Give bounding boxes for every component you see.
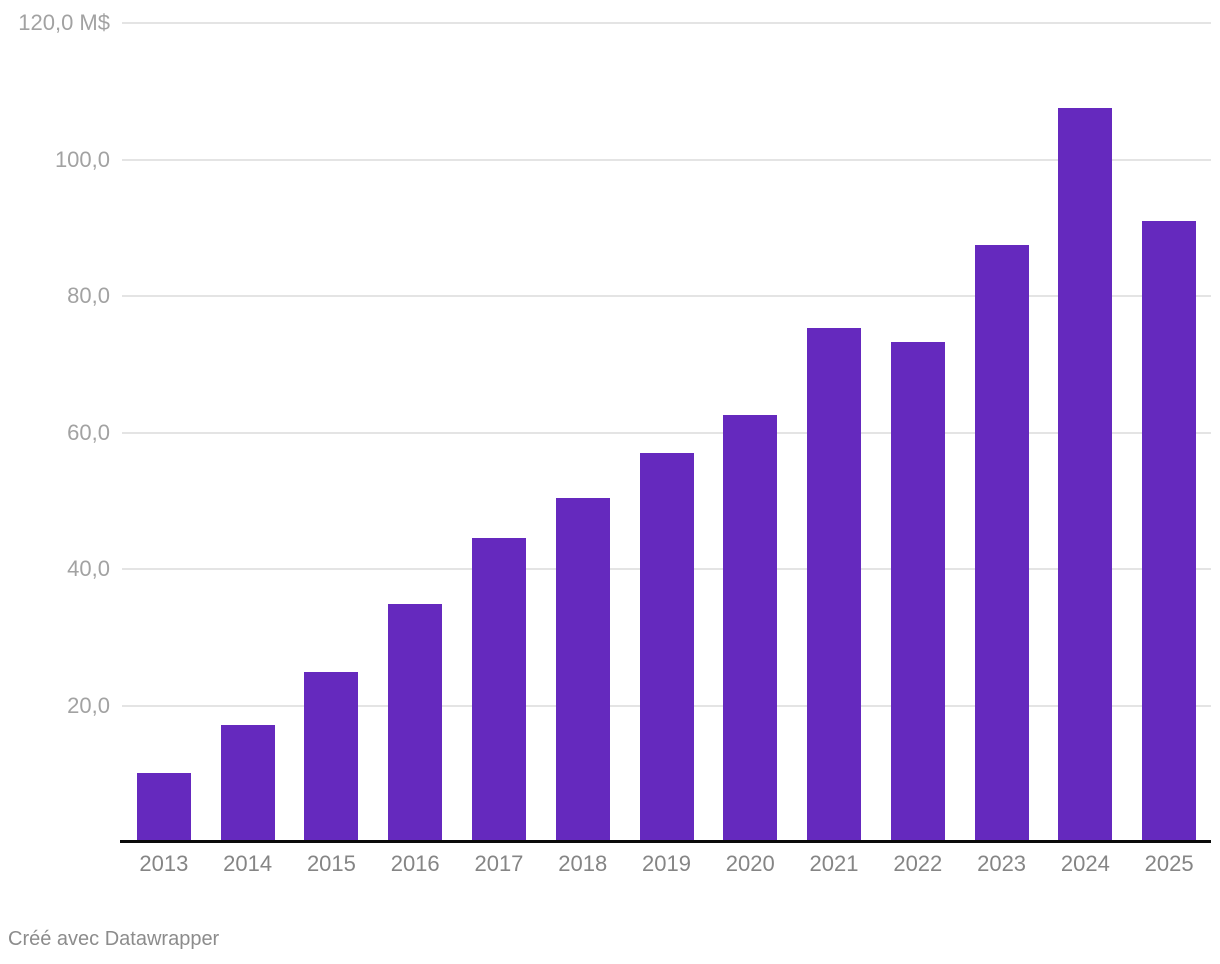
y-tick-label-120: 120,0 M$: [18, 10, 110, 35]
x-tick-label-2020: 2020: [725, 851, 775, 876]
bar-2023[interactable]: [974, 244, 1029, 842]
gridline-80: [122, 295, 1211, 297]
y-tick-label-40: 40,0: [67, 556, 110, 581]
x-tick-label-2017: 2017: [474, 851, 524, 876]
attribution: Créé avec Datawrapper: [8, 926, 219, 952]
bar-2013[interactable]: [136, 773, 191, 842]
x-tick-label-2023: 2023: [977, 851, 1027, 876]
gridline-120: [122, 22, 1211, 24]
x-tick-label-2025: 2025: [1144, 851, 1194, 876]
attribution-prefix: Créé avec: [8, 928, 105, 950]
x-tick-label-2021: 2021: [809, 851, 859, 876]
bar-2025[interactable]: [1142, 220, 1197, 842]
gridline-60: [122, 431, 1211, 434]
x-tick-label-2013: 2013: [139, 851, 189, 876]
bar-2016[interactable]: [388, 604, 443, 842]
bar-2024[interactable]: [1058, 107, 1113, 842]
bar-2014[interactable]: [220, 724, 275, 842]
x-tick-label-2018: 2018: [558, 851, 608, 876]
y-tick-label-100: 100,0: [54, 146, 110, 172]
gridline-100: [122, 158, 1211, 161]
x-tick-label-2019: 2019: [642, 851, 691, 876]
bar-2015[interactable]: [304, 672, 359, 842]
x-axis-line: [120, 840, 1211, 843]
bar-2022[interactable]: [890, 342, 945, 842]
y-tick-label-20: 20,0: [67, 692, 110, 718]
bar-2020[interactable]: [723, 414, 778, 842]
bar-2017[interactable]: [471, 538, 526, 842]
y-tick-label-80: 80,0: [67, 283, 110, 308]
x-tick-label-2015: 2015: [306, 851, 356, 876]
x-tick-label-2014: 2014: [223, 851, 273, 876]
x-tick-label-2024: 2024: [1060, 851, 1110, 876]
bar-2018[interactable]: [555, 498, 610, 842]
datawrapper-link[interactable]: Datawrapper: [104, 928, 220, 950]
bar-2019[interactable]: [639, 452, 694, 842]
bar-2021[interactable]: [807, 328, 862, 842]
y-tick-label-60: 60,0: [67, 419, 110, 445]
x-tick-label-2016: 2016: [390, 851, 440, 876]
x-tick-label-2022: 2022: [893, 851, 943, 876]
